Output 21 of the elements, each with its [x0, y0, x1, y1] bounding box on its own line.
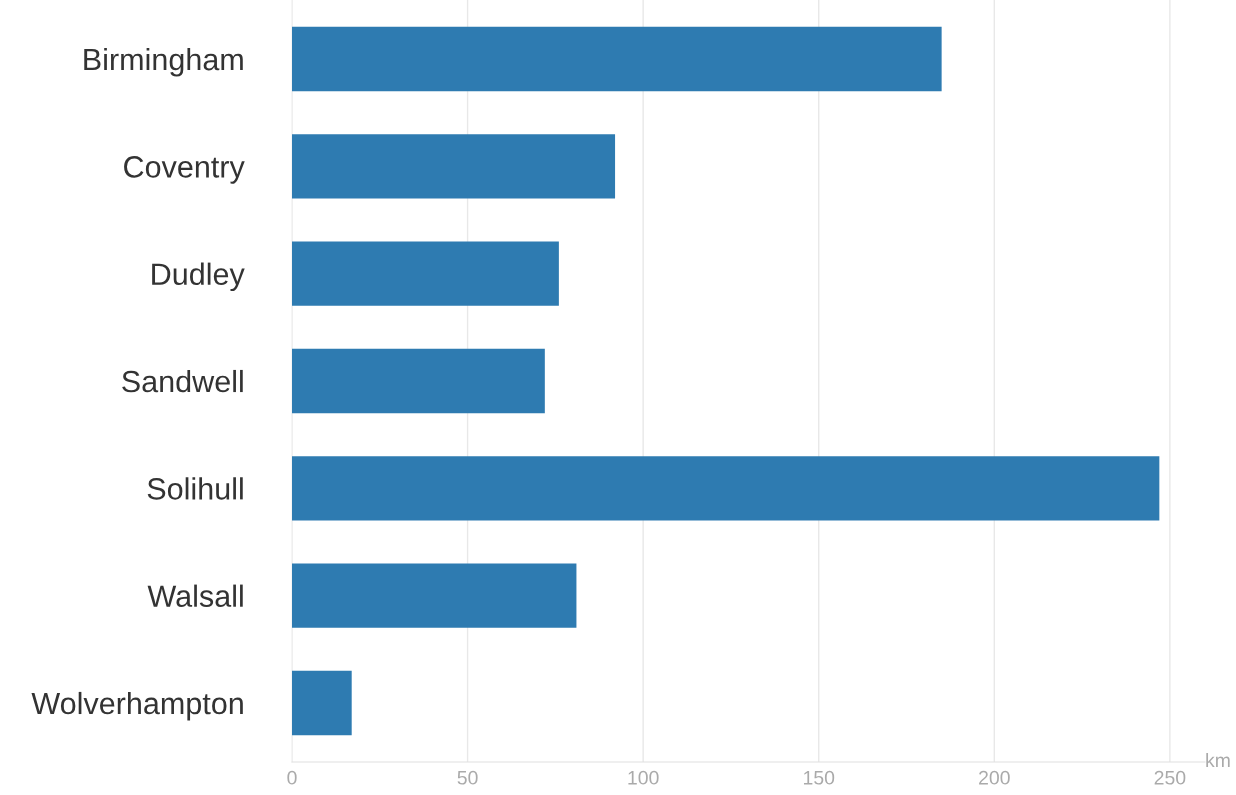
x-tick-label: 0 — [287, 770, 297, 785]
x-tick-label: 200 — [979, 770, 1010, 785]
y-tick-label: Coventry — [124, 156, 245, 184]
y-tick-label: Walsall — [147, 584, 243, 608]
bar — [292, 670, 352, 736]
x-tick-label: 150 — [803, 770, 835, 785]
bar — [292, 134, 616, 199]
x-tick-label: 250 — [1154, 770, 1186, 785]
y-tick-label: Solihull — [147, 477, 243, 500]
bar — [292, 456, 1160, 521]
bar — [292, 241, 559, 306]
y-tick-label: Birmingham — [84, 47, 243, 77]
x-tick-label: 100 — [628, 770, 659, 785]
bar — [292, 348, 545, 414]
y-tick-label: Dudley — [152, 262, 245, 292]
bar — [292, 26, 942, 92]
y-tick-label: Wolverhampton — [31, 691, 243, 721]
x-tick-label: 50 — [457, 770, 478, 785]
y-tick-label: Sandwell — [122, 369, 243, 393]
bar — [292, 563, 577, 628]
x-axis-title: km — [1206, 752, 1230, 768]
